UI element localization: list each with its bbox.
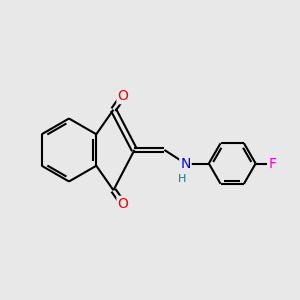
Text: O: O [118, 197, 128, 211]
Text: O: O [118, 89, 128, 103]
Text: N: N [180, 157, 190, 170]
Text: H: H [178, 174, 186, 184]
Text: F: F [268, 157, 276, 170]
